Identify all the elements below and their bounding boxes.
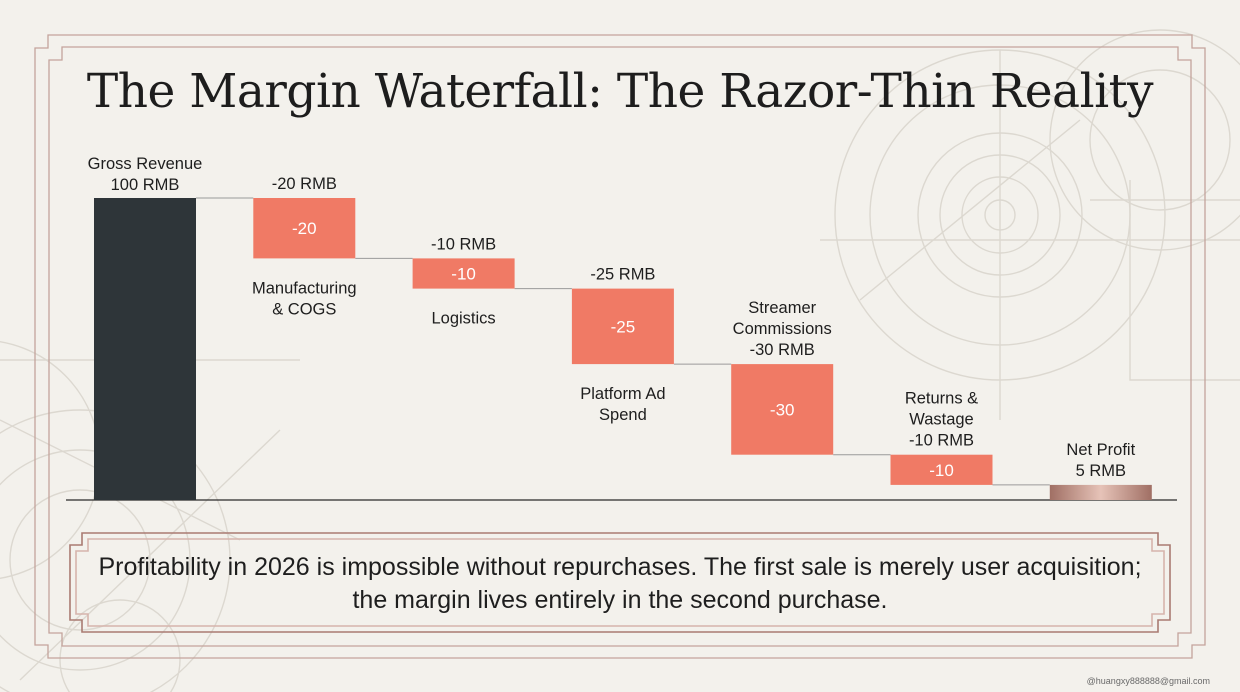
bar-cogs xyxy=(253,198,356,259)
bar-inner-label-streamer: -30 xyxy=(770,400,795,419)
label-net-line-2: 5 RMB xyxy=(1076,462,1126,480)
bar-net xyxy=(1049,484,1152,500)
label-streamer-line-3: -30 RMB xyxy=(750,341,815,359)
value-label-ads: -25 RMB xyxy=(590,266,655,284)
watermark: @huangxy888888@gmail.com xyxy=(1086,676,1210,686)
bar-inner-label-cogs: -20 xyxy=(292,219,317,238)
name-label-ads-line-1: Platform Ad xyxy=(580,385,665,403)
bar-inner-label-ads: -25 xyxy=(611,317,636,336)
name-label-cogs-line-1: Manufacturing xyxy=(252,279,357,297)
label-streamer-line-1: Streamer xyxy=(748,299,816,317)
page-title: The Margin Waterfall: The Razor-Thin Rea… xyxy=(86,64,1154,119)
name-label-cogs-line-2: & COGS xyxy=(272,300,336,318)
value-label-logistics: -10 RMB xyxy=(431,235,496,253)
bar-inner-label-returns: -10 xyxy=(929,461,954,480)
name-label-ads-line-2: Spend xyxy=(599,406,647,424)
bar-ads xyxy=(571,288,674,365)
bar-gross xyxy=(94,198,196,500)
value-label-cogs: -20 RMB xyxy=(272,175,337,193)
callout-text: Profitability in 2026 is impossible with… xyxy=(98,553,1142,614)
bar-logistics xyxy=(412,258,515,289)
label-returns-line-2: Wastage xyxy=(909,411,974,429)
bar-returns xyxy=(890,454,993,485)
bar-streamer xyxy=(731,364,834,455)
name-label-logistics-line-1: Logistics xyxy=(431,310,495,328)
bar-inner-label-logistics: -10 xyxy=(451,265,476,284)
label-net-line-1: Net Profit xyxy=(1066,441,1135,459)
label-streamer-line-2: Commissions xyxy=(733,320,832,338)
label-gross-line-2: 100 RMB xyxy=(111,176,180,194)
label-gross-line-1: Gross Revenue xyxy=(88,155,203,173)
label-returns-line-3: -10 RMB xyxy=(909,432,974,450)
label-returns-line-1: Returns & xyxy=(905,390,978,408)
